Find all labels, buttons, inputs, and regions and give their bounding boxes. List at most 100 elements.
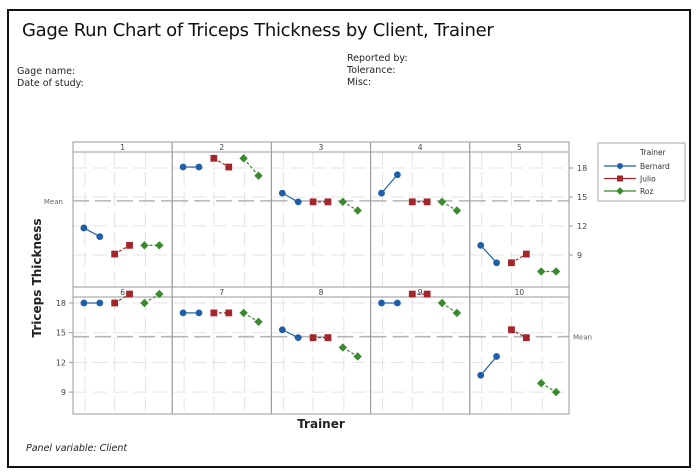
marker-roz bbox=[437, 197, 447, 207]
marker-bernard bbox=[278, 326, 286, 334]
marker-julio bbox=[309, 334, 317, 342]
marker-julio bbox=[423, 290, 431, 298]
marker-bernard bbox=[493, 353, 500, 360]
panel-label-client-10: 10 bbox=[515, 288, 525, 297]
legend-label-bernard: Bernard bbox=[640, 162, 670, 171]
panel-border bbox=[469, 141, 570, 288]
marker-roz bbox=[551, 267, 561, 276]
marker-julio bbox=[210, 154, 218, 162]
marker-bernard bbox=[393, 299, 401, 307]
y-tick-label-left: 12 bbox=[56, 358, 66, 367]
marker-julio bbox=[408, 198, 416, 206]
marker-julio bbox=[408, 290, 416, 298]
marker-julio bbox=[225, 163, 233, 171]
y-tick-label-left: 15 bbox=[56, 329, 66, 338]
marker-roz bbox=[437, 298, 447, 308]
panel-label-client-2: 2 bbox=[219, 143, 224, 152]
y-tick-label-right: 15 bbox=[577, 193, 587, 202]
panel-strip bbox=[469, 286, 570, 298]
marker-julio bbox=[126, 290, 133, 298]
marker-roz bbox=[254, 317, 263, 327]
panel-strip bbox=[469, 141, 570, 153]
marker-bernard bbox=[294, 198, 302, 206]
panel-border bbox=[72, 286, 173, 415]
marker-roz bbox=[353, 206, 362, 215]
reported-by-label: Reported by: bbox=[347, 53, 408, 64]
marker-bernard bbox=[96, 299, 104, 307]
chart-frame bbox=[7, 9, 691, 468]
series-line-bernard bbox=[480, 356, 498, 376]
panel-label-client-7: 7 bbox=[219, 288, 224, 297]
marker-bernard bbox=[493, 259, 500, 267]
marker-roz bbox=[338, 343, 348, 352]
mean-label-right: Mean bbox=[573, 334, 592, 342]
marker-bernard bbox=[80, 299, 88, 307]
marker-bernard bbox=[477, 241, 485, 249]
date-of-study-label: Date of study: bbox=[17, 78, 84, 89]
panel-border bbox=[270, 141, 372, 288]
marker-julio bbox=[111, 250, 119, 258]
marker-julio bbox=[210, 309, 218, 317]
series-line-bernard bbox=[381, 174, 398, 194]
marker-bernard bbox=[294, 334, 302, 342]
marker-bernard bbox=[477, 371, 485, 379]
marker-roz bbox=[140, 298, 149, 308]
marker-roz bbox=[254, 171, 263, 180]
marker-julio bbox=[324, 198, 332, 206]
chart-title: Gage Run Chart of Triceps Thickness by C… bbox=[22, 20, 494, 41]
marker-bernard bbox=[378, 299, 385, 307]
y-tick-label-left: 18 bbox=[56, 299, 66, 308]
y-tick-label-right: 9 bbox=[577, 251, 582, 260]
marker-roz bbox=[353, 352, 362, 361]
y-tick-label-left: 9 bbox=[61, 388, 66, 397]
marker-roz bbox=[155, 241, 164, 250]
y-tick-label-right: 12 bbox=[577, 222, 587, 231]
misc-label: Misc: bbox=[347, 77, 372, 88]
marker-bernard bbox=[195, 309, 203, 317]
y-axis-title: Triceps Thickness bbox=[30, 219, 44, 338]
marker-bernard bbox=[96, 233, 104, 241]
panel-border bbox=[171, 286, 272, 415]
panel-border bbox=[370, 141, 471, 288]
panel-label-client-1: 1 bbox=[120, 143, 125, 152]
panel-border bbox=[270, 286, 372, 415]
series-line-roz bbox=[243, 157, 259, 177]
legend-label-roz: Roz bbox=[640, 187, 653, 196]
marker-roz bbox=[338, 197, 348, 207]
marker-julio bbox=[324, 334, 332, 342]
marker-bernard bbox=[80, 224, 88, 232]
marker-julio bbox=[522, 250, 530, 258]
marker-bernard bbox=[179, 309, 187, 317]
marker-bernard bbox=[393, 171, 401, 179]
panel-border bbox=[171, 141, 272, 288]
x-axis-title: Trainer bbox=[297, 417, 345, 431]
marker-bernard bbox=[195, 163, 203, 171]
legend-marker-julio bbox=[617, 175, 623, 182]
marker-julio bbox=[522, 334, 530, 342]
legend-marker-bernard bbox=[617, 163, 623, 169]
marker-bernard bbox=[378, 189, 385, 197]
marker-roz bbox=[140, 241, 149, 250]
marker-roz bbox=[155, 289, 164, 299]
marker-julio bbox=[309, 198, 317, 206]
marker-roz bbox=[239, 154, 248, 163]
marker-julio bbox=[111, 299, 119, 307]
legend-label-julio: Julio bbox=[639, 175, 656, 184]
panel-label-client-3: 3 bbox=[319, 143, 324, 152]
panel-border bbox=[370, 286, 471, 415]
marker-roz bbox=[239, 308, 248, 318]
marker-bernard bbox=[278, 189, 286, 197]
gage-name-label: Gage name: bbox=[17, 66, 76, 77]
marker-roz bbox=[537, 267, 546, 276]
panel-variable-note: Panel variable: Client bbox=[26, 443, 128, 454]
legend-marker-roz bbox=[616, 187, 624, 195]
panel-label-client-9: 9 bbox=[418, 288, 423, 297]
marker-julio bbox=[508, 259, 515, 267]
marker-julio bbox=[423, 198, 431, 206]
marker-roz bbox=[551, 387, 561, 397]
y-tick-label-right: 18 bbox=[577, 164, 587, 173]
marker-roz bbox=[537, 378, 546, 388]
marker-julio bbox=[225, 309, 233, 317]
series-line-bernard bbox=[480, 244, 498, 264]
